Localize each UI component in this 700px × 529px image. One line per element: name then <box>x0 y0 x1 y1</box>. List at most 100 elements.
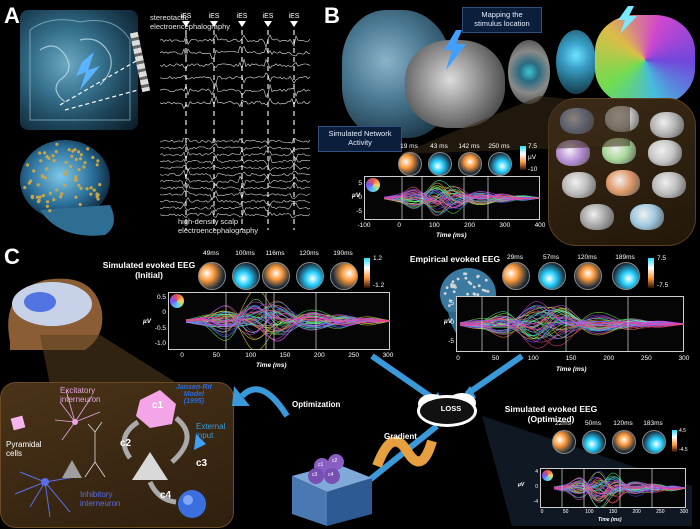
eeg-channel-trace <box>185 307 390 322</box>
optimized-xtick: 100 <box>585 509 594 515</box>
electrode-dot <box>464 276 468 280</box>
seeg-label: stereotactic electroencephalography <box>150 13 231 31</box>
eeg-channel-trace <box>185 292 390 333</box>
electrode-dot <box>451 280 455 284</box>
electrode-dot <box>96 197 100 201</box>
eeg-channel-trace <box>383 190 540 206</box>
empirical-topomap <box>612 262 640 290</box>
electrode-dot <box>443 292 447 295</box>
empirical-time-label: 57ms <box>543 254 559 261</box>
ies-marker: iES <box>256 13 280 27</box>
optimized-cbar-max: 4.5 <box>679 428 686 434</box>
empirical-ylabel: µV <box>444 318 453 325</box>
electrode-dot <box>77 168 81 172</box>
electrode-dot <box>472 285 476 289</box>
optimized-time-label: 183ms <box>643 420 663 427</box>
simulated-network-label: Simulated Network Activity <box>318 126 402 152</box>
head-to-model-connector <box>40 335 180 385</box>
optimized-topomap <box>642 430 666 454</box>
initial-plot-traces <box>185 292 390 350</box>
jansen-rit-label: Jansen-Rit Model (1995) <box>176 384 212 405</box>
electrode-dot <box>476 274 480 278</box>
eeg-trace <box>160 163 310 172</box>
eeg-trace <box>160 58 310 70</box>
electrode-dot <box>73 148 77 152</box>
eeg-trace <box>160 45 310 59</box>
electrode-dot <box>85 187 89 191</box>
initial-topomap <box>330 262 358 290</box>
electrode-dot <box>82 165 86 169</box>
ies-marker: iES <box>282 13 306 27</box>
optimized-cbar-min: -4.5 <box>679 447 688 453</box>
electrode-dot <box>89 186 93 190</box>
eeg-trace <box>160 95 310 109</box>
empirical-xtick: 50 <box>492 355 500 362</box>
optimized-time-label: 22ms <box>555 420 571 427</box>
optimized-eeg-title: Simulated evoked EEG (Optimized) <box>504 404 598 424</box>
electrode-dot <box>37 198 41 202</box>
brain-thumbnail <box>562 172 596 198</box>
optimized-ytick: -4 <box>533 499 538 505</box>
panel-b-time-label: 43 ms <box>430 143 448 150</box>
initial-topomap <box>262 262 290 290</box>
panel-b-ytick: 0 <box>358 194 362 201</box>
electrode-dot <box>48 191 53 195</box>
eeg-channel-trace <box>459 317 684 347</box>
panel-b-time-label: 19 ms <box>400 143 418 150</box>
empirical-xlabel: Time (ms) <box>556 366 587 373</box>
optimized-time-label: 50ms <box>585 420 601 427</box>
electrode-dot <box>77 150 81 154</box>
panel-b-xtick: 200 <box>464 222 476 229</box>
initial-ytick: 0 <box>162 309 166 317</box>
eeg-channel-trace <box>185 313 390 342</box>
panel-b-topomap <box>428 152 452 176</box>
eeg-trace <box>160 181 310 193</box>
panel-b-ytick: -5 <box>356 208 362 215</box>
brain-thumbnail <box>606 170 640 196</box>
electrode-dot <box>472 292 476 296</box>
ies-triangle-icon <box>210 21 218 27</box>
electrode-dot <box>55 188 59 192</box>
eeg-channel-trace <box>459 301 684 332</box>
eeg-channel-trace <box>459 308 684 330</box>
seeg-brain-image <box>20 10 138 130</box>
eeg-channel-trace <box>185 314 390 333</box>
electrode-dot <box>35 195 39 199</box>
panel-b-xtick: 0 <box>397 222 401 229</box>
electrode-dot <box>95 163 99 167</box>
electrode-dot <box>36 183 40 187</box>
electrode-dot <box>54 150 58 154</box>
eeg-trace <box>160 189 310 201</box>
initial-xlabel: Time (ms) <box>256 362 287 369</box>
optimized-ylabel: µV <box>518 482 525 488</box>
panel-b-label: B <box>324 3 340 28</box>
electrode-dot <box>452 283 456 287</box>
initial-ytick: -0.5 <box>154 324 166 332</box>
initial-time-label: 120ms <box>299 250 319 257</box>
node-c1-label: c1 <box>152 400 164 411</box>
initial-eeg-title: Simulated evoked EEG (Initial) <box>102 260 196 280</box>
empirical-time-label: 120ms <box>577 254 597 261</box>
panel-b-cbar-min: -10 <box>528 166 538 173</box>
initial-xtick: 50 <box>212 352 220 359</box>
eeg-channel-trace <box>185 312 390 340</box>
optimized-plot-traces <box>553 468 686 508</box>
electrode-dot <box>86 147 90 151</box>
initial-xtick: 0 <box>180 352 184 359</box>
optimized-topomap <box>582 430 606 454</box>
empirical-time-label: 189ms <box>615 254 635 261</box>
electrode-dot <box>30 195 34 200</box>
panel-a-label: A <box>4 3 20 28</box>
optimized-topomap <box>612 430 636 454</box>
panel-b-xtick: 400 <box>534 222 546 229</box>
panel-b-ytick: 5 <box>358 180 362 187</box>
brain-grid-connector <box>400 96 630 154</box>
panel-b-ylabel: µV <box>352 192 361 199</box>
panel-b-xtick: 300 <box>499 222 511 229</box>
eeg-channel-trace <box>186 310 390 321</box>
panel-b-time-label: 250 ms <box>488 143 510 150</box>
electrode-dot <box>447 304 451 307</box>
electrode-dot <box>45 204 50 208</box>
model-graphics <box>10 389 206 518</box>
electrode-dot <box>476 293 480 297</box>
